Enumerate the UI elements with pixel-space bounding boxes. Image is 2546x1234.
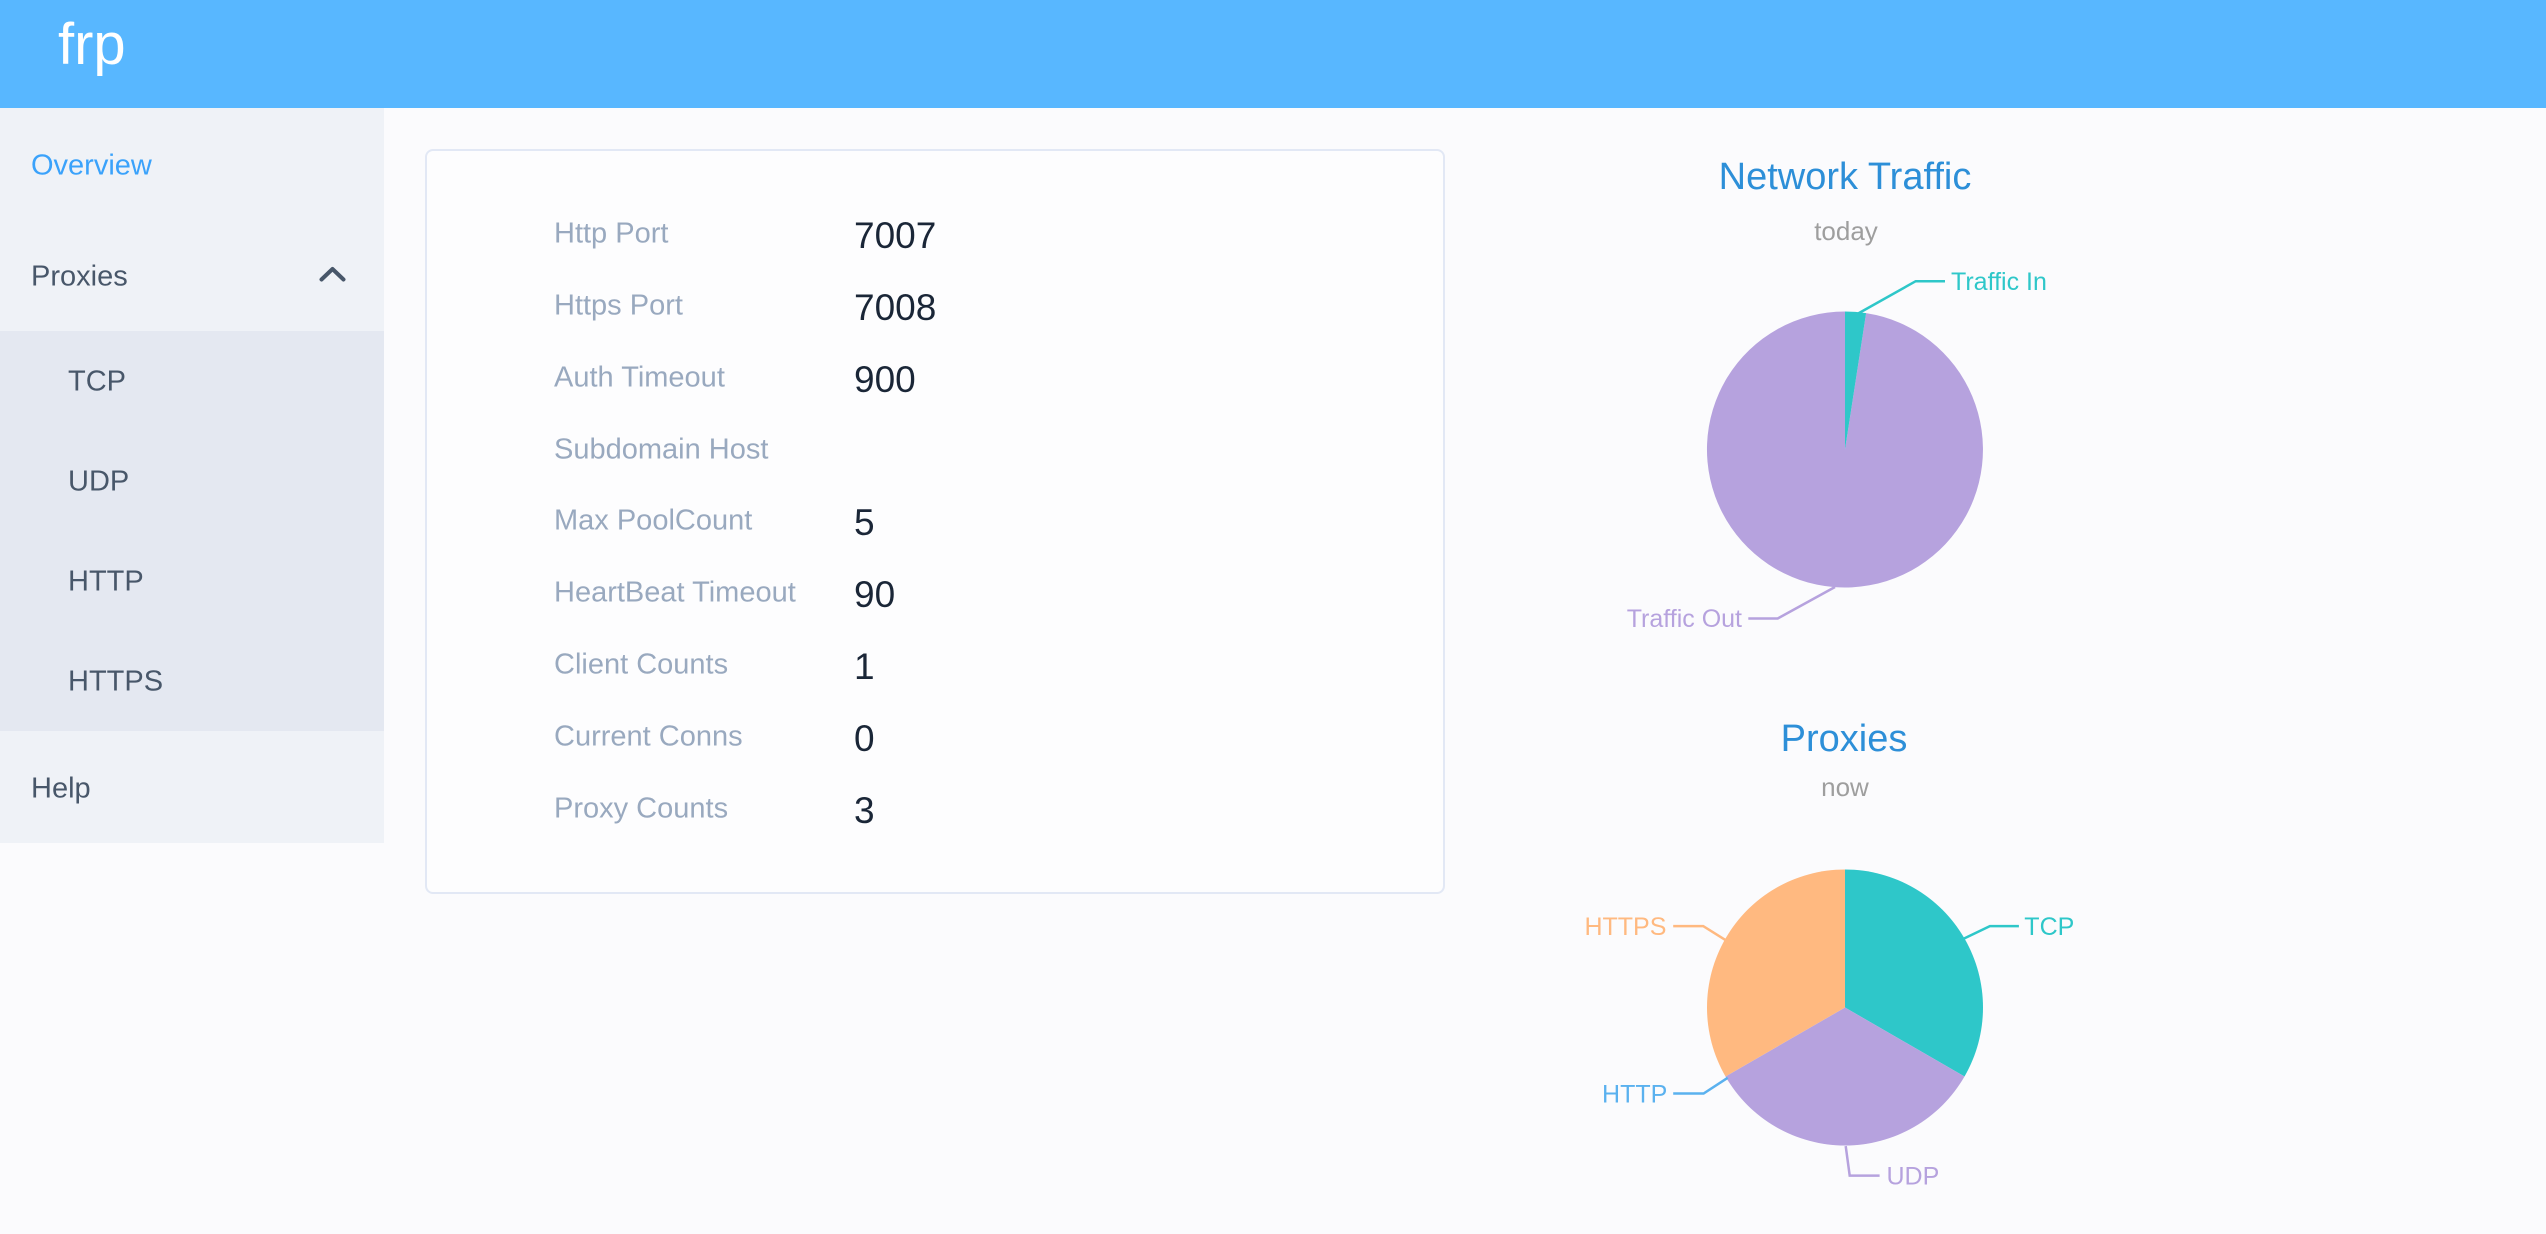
svg-text:HTTP: HTTP	[1602, 1081, 1667, 1109]
svg-text:Proxies: Proxies	[1781, 718, 1908, 760]
svg-text:UDP: UDP	[1887, 1162, 1940, 1190]
svg-text:Traffic In: Traffic In	[1951, 268, 2047, 296]
svg-text:today: today	[1814, 216, 1878, 246]
svg-text:TCP: TCP	[2024, 913, 2074, 941]
svg-text:Network Traffic: Network Traffic	[1719, 156, 1972, 198]
svg-text:Traffic Out: Traffic Out	[1627, 605, 1742, 633]
svg-text:HTTPS: HTTPS	[1584, 913, 1666, 941]
svg-text:now: now	[1821, 772, 1869, 802]
